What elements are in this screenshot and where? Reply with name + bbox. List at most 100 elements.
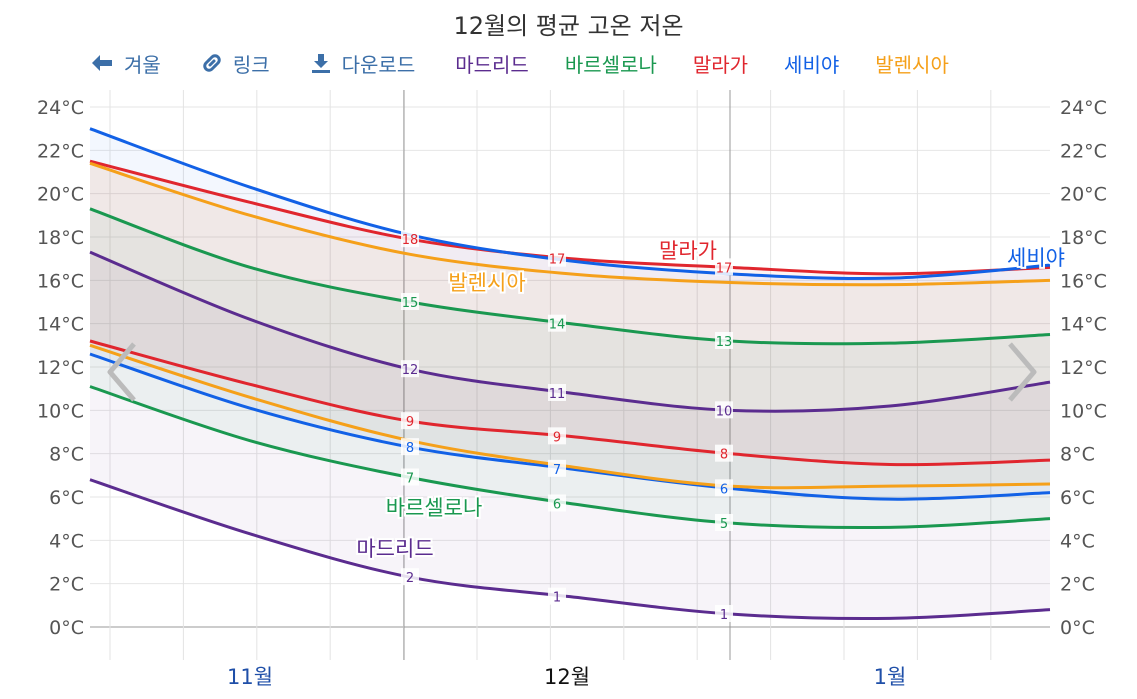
legend-malaga[interactable]: 말라가 <box>692 52 749 77</box>
chart-title: 12월의 평균 고온 저온 <box>453 12 684 40</box>
point-label-bg <box>715 514 733 531</box>
point-label-bg <box>401 293 419 310</box>
legend-madrid[interactable]: 마드리드 <box>455 52 529 77</box>
point-label: 15 <box>402 296 419 311</box>
point-label-bg <box>715 444 733 462</box>
y-tick-label-left: 0°C <box>49 617 84 639</box>
y-tick-label-right: 22°C <box>1060 140 1107 162</box>
legend-valencia[interactable]: 발렌시아 <box>875 52 949 77</box>
y-tick-label-left: 10°C <box>37 400 84 422</box>
y-tick-label-right: 8°C <box>1060 444 1095 466</box>
point-label-bg <box>401 360 419 378</box>
series-inline-label: 세비야 <box>1007 246 1065 270</box>
point-label: 8 <box>406 441 414 456</box>
chevron-left-icon <box>107 342 136 402</box>
chevron-right-icon <box>1008 342 1037 402</box>
point-label: 11 <box>549 387 566 402</box>
link-icon <box>201 52 223 74</box>
low-line-바르셀로나 <box>89 385 1051 530</box>
point-label: 6 <box>553 498 561 513</box>
point-label-bg <box>548 314 566 332</box>
y-tick-label-left: 24°C <box>37 97 84 119</box>
y-tick-label-right: 6°C <box>1060 487 1095 509</box>
y-tick-label-left: 6°C <box>49 487 84 509</box>
point-label-bg <box>401 412 419 430</box>
point-label-bg <box>401 230 419 248</box>
y-tick-label-right: 14°C <box>1060 314 1107 336</box>
point-label: 10 <box>716 404 733 419</box>
point-label-bg <box>548 249 566 267</box>
point-label: 13 <box>716 335 733 350</box>
y-tick-label-left: 18°C <box>37 227 84 249</box>
y-tick-label-right: 12°C <box>1060 357 1107 379</box>
series-inline-label: 말라가 <box>659 239 717 263</box>
y-tick-label-left: 2°C <box>49 574 84 596</box>
point-label: 6 <box>720 482 728 497</box>
point-label: 7 <box>553 463 561 478</box>
y-tick-label-left: 8°C <box>49 444 84 466</box>
y-tick-label-left: 4°C <box>49 530 84 552</box>
legend-sevilla[interactable]: 세비야 <box>784 52 840 77</box>
low-line-세비야 <box>89 352 1051 501</box>
x-month-label: 12월 <box>544 665 590 689</box>
y-tick-label-left: 20°C <box>37 184 84 206</box>
point-label: 14 <box>549 318 566 333</box>
toolbar: 겨울 링크 다운로드 마드리드 바르셀로나 말라가 세비야 발렌시아 <box>90 48 949 78</box>
point-label-bg <box>715 332 733 349</box>
y-tick-label-right: 16°C <box>1060 270 1107 292</box>
point-label-bg <box>715 605 733 622</box>
arrow-left-icon <box>90 53 114 73</box>
point-label-bg <box>715 401 733 419</box>
y-tick-label-left: 16°C <box>37 270 84 292</box>
point-label: 12 <box>402 363 419 378</box>
point-label: 5 <box>720 517 728 532</box>
point-label-bg <box>548 384 566 401</box>
download-icon <box>310 52 332 74</box>
low-line-발렌시아 <box>89 343 1051 490</box>
x-month-label: 1월 <box>874 665 907 689</box>
point-label-bg <box>401 568 419 586</box>
point-label-bg <box>548 587 566 605</box>
point-label: 8 <box>720 448 728 463</box>
series-inline-label: 바르셀로나 <box>386 496 483 520</box>
x-month-label: 11월 <box>227 665 273 689</box>
next-month-button[interactable] <box>1004 340 1040 404</box>
point-label-bg <box>401 468 419 486</box>
y-tick-label-right: 0°C <box>1060 617 1095 639</box>
point-label: 17 <box>716 261 733 276</box>
y-tick-label-left: 22°C <box>37 140 84 162</box>
y-tick-label-right: 20°C <box>1060 184 1107 206</box>
y-tick-label-left: 12°C <box>37 357 84 379</box>
high-line-세비야 <box>89 127 1051 281</box>
low-line-마드리드 <box>89 478 1051 621</box>
winter-label: 겨울 <box>124 52 161 77</box>
prev-month-button[interactable] <box>104 340 140 404</box>
series-inline-label: 발렌시아 <box>448 271 525 295</box>
point-label: 2 <box>406 571 414 586</box>
high-line-발렌시아 <box>89 161 1051 287</box>
low-line-말라가 <box>89 339 1051 467</box>
high-line-마드리드 <box>89 250 1051 413</box>
point-label: 1 <box>720 608 728 623</box>
y-tick-label-left: 14°C <box>37 314 84 336</box>
point-label-bg <box>715 258 733 276</box>
download-button[interactable]: 다운로드 <box>310 49 415 78</box>
point-label-bg <box>548 494 566 512</box>
high-line-바르셀로나 <box>89 207 1051 346</box>
link-button[interactable]: 링크 <box>201 49 270 78</box>
point-label: 7 <box>406 472 414 487</box>
y-tick-label-right: 18°C <box>1060 227 1107 249</box>
point-label-bg <box>548 459 566 477</box>
point-label-bg <box>401 438 419 456</box>
y-tick-label-right: 2°C <box>1060 574 1095 596</box>
point-label: 17 <box>549 253 566 268</box>
winter-button[interactable]: 겨울 <box>90 49 161 78</box>
y-tick-label-right: 10°C <box>1060 400 1107 422</box>
point-label-bg <box>548 427 566 445</box>
point-label: 1 <box>553 591 561 606</box>
y-tick-label-right: 24°C <box>1060 97 1107 119</box>
point-label: 9 <box>553 430 561 445</box>
legend-barcelona[interactable]: 바르셀로나 <box>564 52 657 77</box>
series-inline-label: 마드리드 <box>356 537 433 561</box>
